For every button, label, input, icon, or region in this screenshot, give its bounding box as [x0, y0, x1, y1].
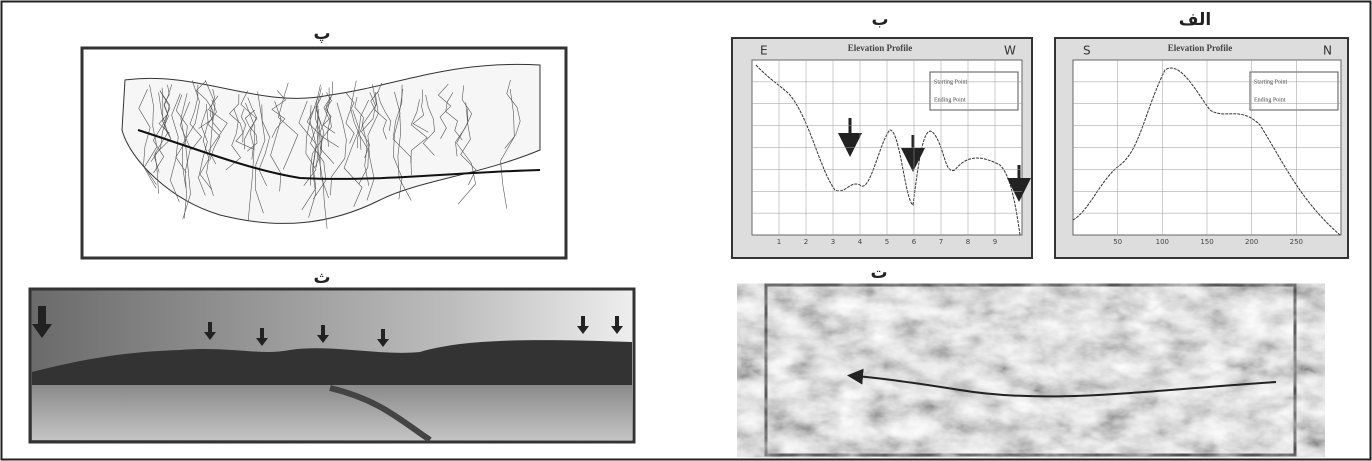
profile-alef: Elevation Profile S N Starting Point End…	[1055, 38, 1348, 258]
direction-label: N	[1323, 44, 1332, 58]
x-tick-label: 150	[1200, 238, 1213, 246]
x-tick-label: 5	[885, 238, 889, 246]
legend-box	[930, 72, 1018, 110]
profile-be: Elevation Profile E W Starting Point End…	[732, 38, 1032, 258]
x-tick-label: 250	[1290, 238, 1303, 246]
legend-text: Ending Point	[1254, 97, 1286, 103]
direction-label: E	[760, 44, 768, 58]
direction-label: W	[1004, 44, 1016, 58]
x-tick-label: 9	[993, 238, 997, 246]
x-tick-label: 50	[1113, 238, 1122, 246]
panel-label: ث	[313, 268, 330, 288]
legend-text: Starting Point	[934, 79, 968, 85]
legend-text: Starting Point	[1254, 79, 1288, 85]
legend-text: Ending Point	[934, 97, 966, 103]
dem-relief	[786, 298, 1276, 443]
drainage-map	[82, 48, 566, 258]
x-tick-label: 8	[966, 238, 970, 246]
x-tick-label: 2	[804, 238, 808, 246]
x-tick-label: 100	[1156, 238, 1169, 246]
legend-box	[1250, 72, 1338, 110]
direction-label: S	[1083, 44, 1091, 58]
x-tick-label: 3	[831, 238, 835, 246]
field	[32, 385, 632, 440]
panel-label: ت	[870, 263, 887, 283]
x-tick-label: 7	[939, 238, 943, 246]
panel-label: ب	[871, 10, 888, 30]
x-tick-label: 4	[858, 238, 863, 246]
figure: الف ب پ ت ث Elevation Profile S N Starti…	[0, 0, 1372, 461]
x-tick-label: 6	[912, 238, 917, 246]
x-tick-label: 1	[777, 238, 781, 246]
landscape-photo	[30, 289, 634, 442]
panel-label: پ	[313, 24, 330, 44]
profile-title: Elevation Profile	[848, 43, 913, 53]
dem-image	[766, 285, 1295, 455]
x-tick-label: 200	[1245, 238, 1258, 246]
panel-label: الف	[1179, 10, 1211, 30]
profile-title: Elevation Profile	[1168, 43, 1233, 53]
